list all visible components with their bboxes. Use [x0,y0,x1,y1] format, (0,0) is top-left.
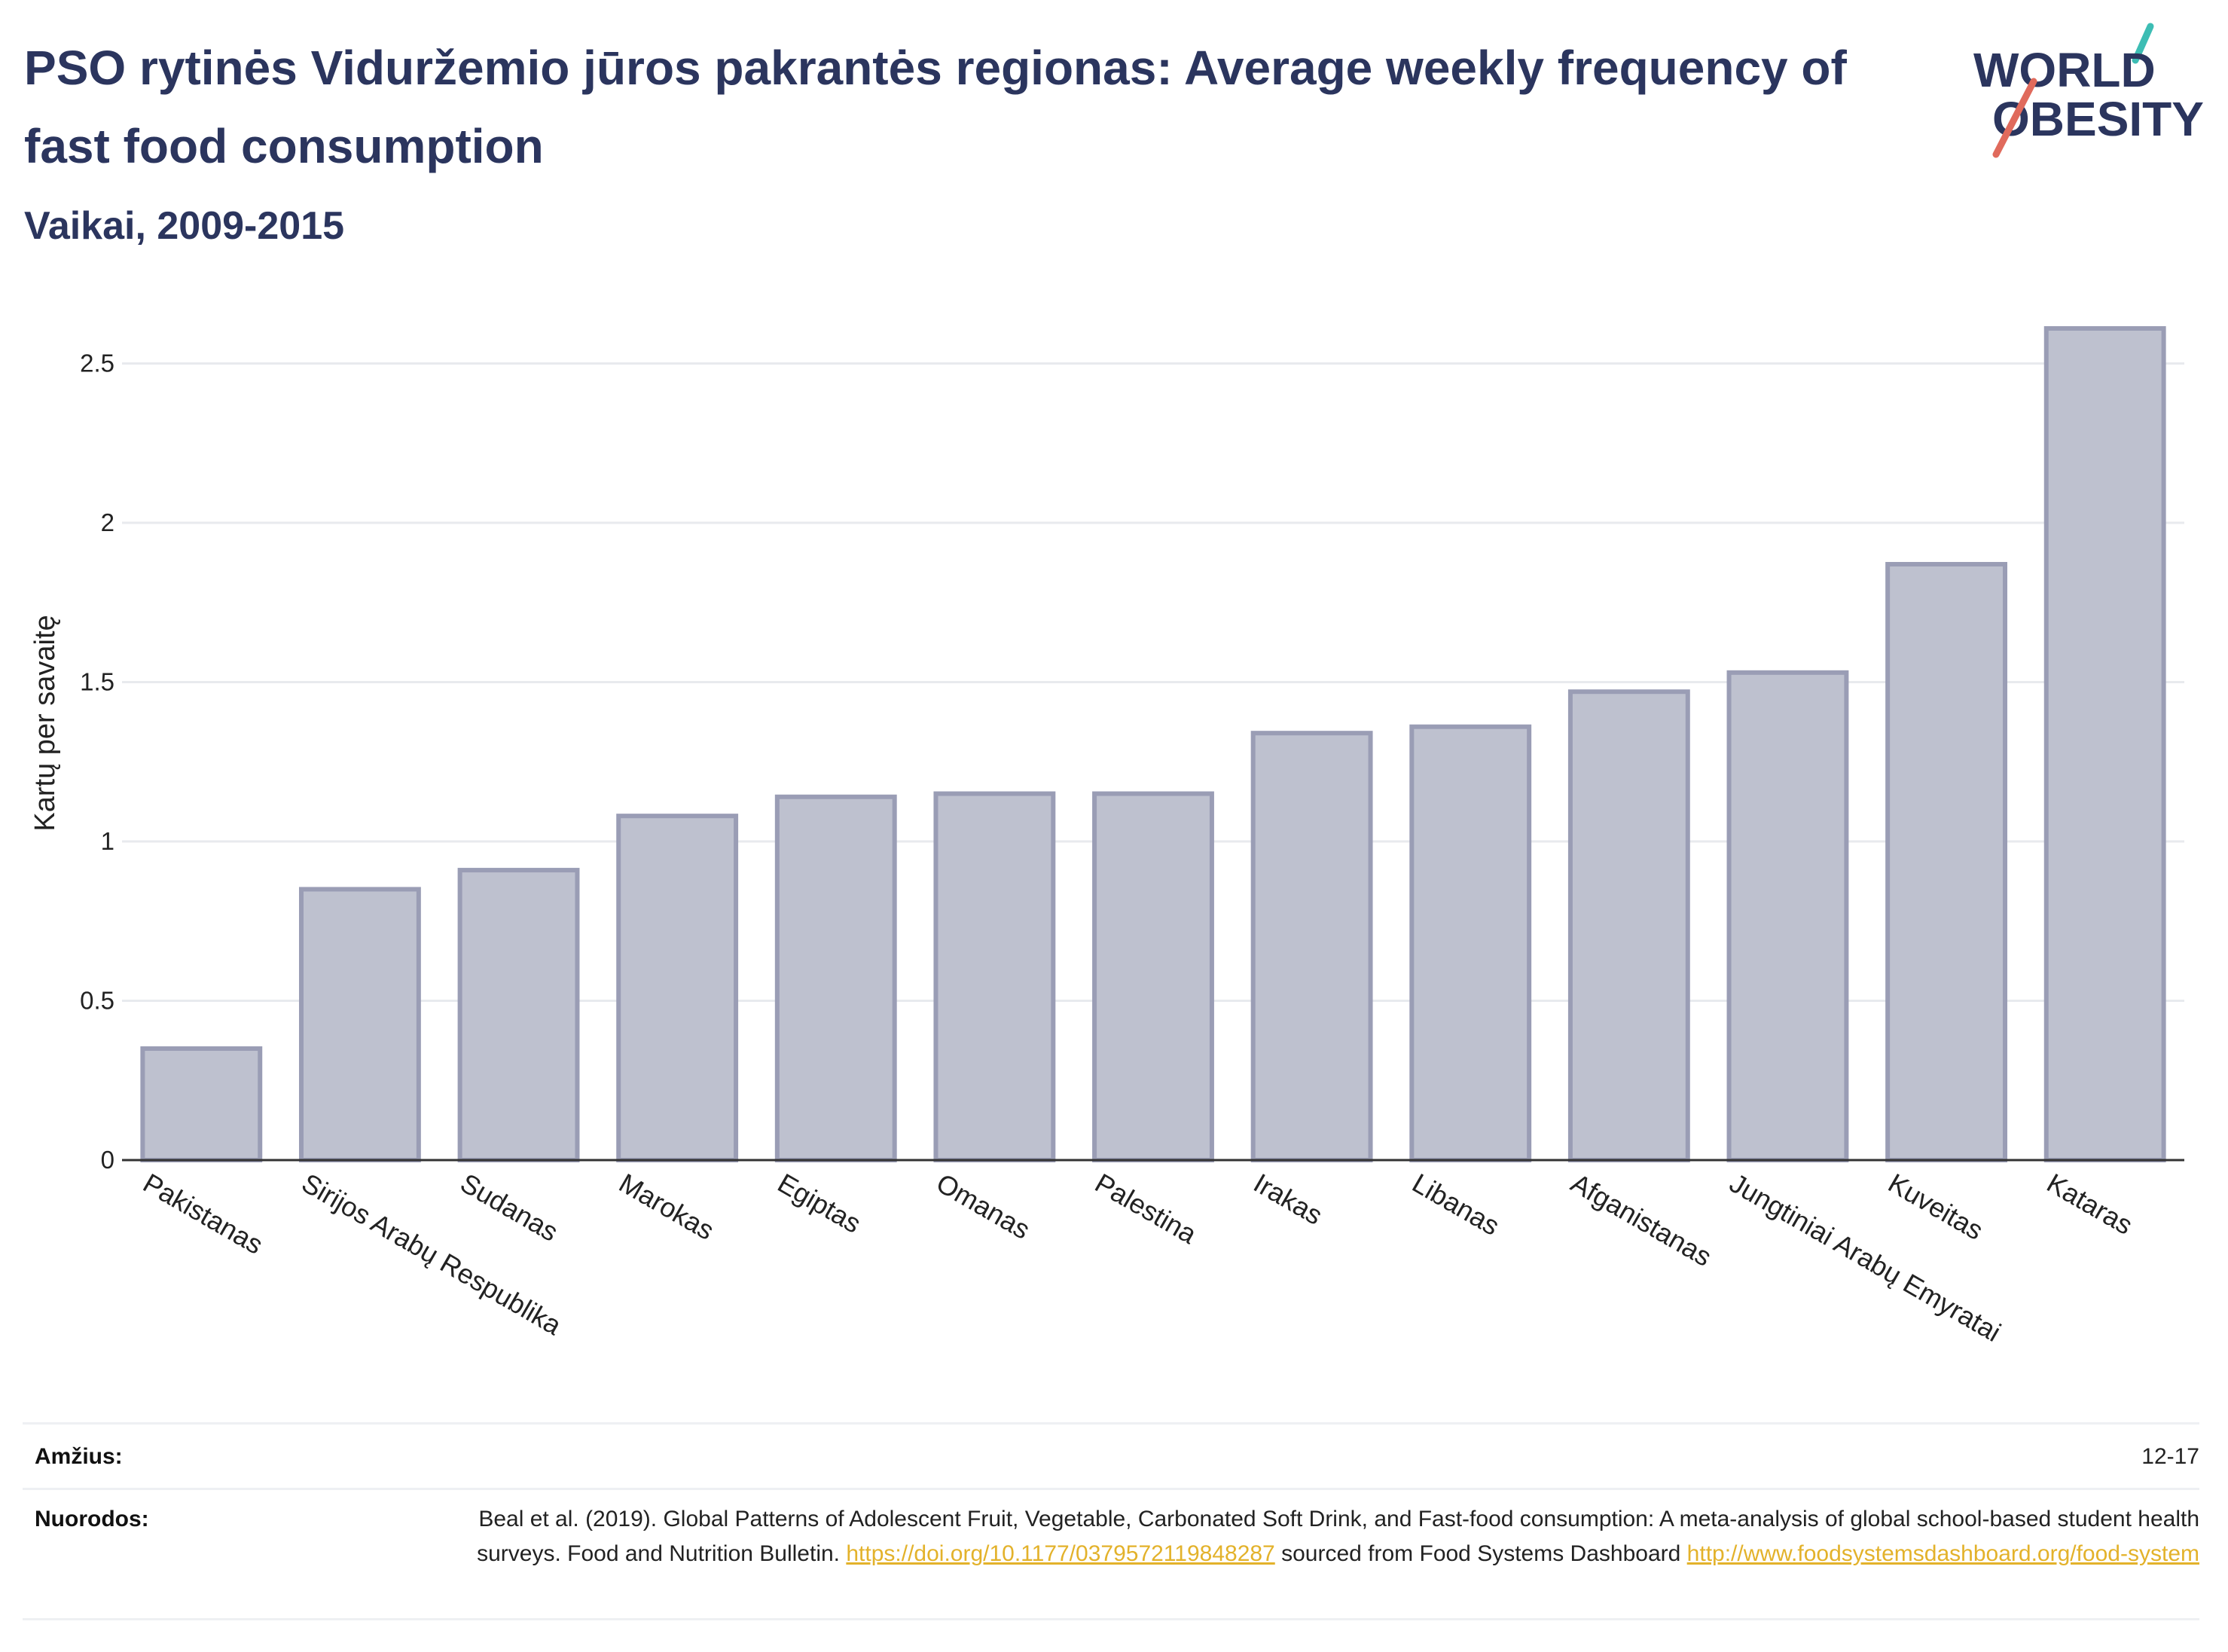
age-label: Amžius: [35,1444,123,1469]
bar-chart: 0 0.5 1 1.5 2 2.5 Pakistanas Sirijos Arabų Resp… [29,325,2184,1348]
y-tick-label: 0 [101,1146,114,1174]
bar [2043,325,2166,1163]
bar [1567,689,1690,1162]
y-tick-label: 2 [101,508,114,536]
bar [457,868,580,1162]
x-tick-label: Marokas [614,1167,719,1246]
bar [616,814,739,1162]
y-axis-title: Kartų per savaitę [29,615,61,831]
x-tick-label: Jungtiniai Arabų Emyratai [1724,1167,2006,1348]
bar [774,794,897,1163]
age-row: Amžius: 12-17 [23,1425,2199,1488]
x-tick-label: Palestina [1090,1167,1203,1250]
logo-word-bottom: OBESITY [1992,92,2204,146]
x-tick-label: Kuveitas [1883,1167,1988,1246]
chart-title: PSO rytinės Viduržemio jūros pakrantės r… [24,41,1847,173]
refs-row: Nuorodos: Beal et al. (2019). Global Pat… [23,1488,2199,1618]
refs-value: Beal et al. (2019). Global Patterns of A… [467,1502,2199,1571]
age-value: 12-17 [2141,1444,2199,1469]
refs-text-2: sourced from Food Systems Dashboard [1281,1541,1681,1566]
logo-word-top: WORLD [1973,43,2156,97]
y-tick-label: 2.5 [80,350,114,377]
bar [1409,724,1532,1162]
bar [140,1046,263,1163]
x-tick-label: Libanas [1407,1167,1505,1241]
y-tick-label: 1 [101,827,114,855]
food-systems-link[interactable]: http://www.foodsystemsdashboard.org/food… [1686,1541,2199,1566]
world-obesity-logo: WORLD OBESITY [1973,23,2204,158]
x-tick-label: Egiptas [773,1167,866,1239]
refs-label: Nuorodos: [35,1507,149,1531]
doi-link[interactable]: https://doi.org/10.1177/0379572119848287 [846,1541,1275,1566]
footer-meta: Amžius: 12-17 Nuorodos: Beal et al. (201… [23,1422,2199,1620]
x-tick-label: Kataras [2042,1167,2138,1241]
x-tick-label: Irakas [1249,1167,1328,1231]
chart-subtitle: Vaikai, 2009-2015 [24,204,345,248]
bar [298,887,421,1162]
y-tick-label: 0.5 [80,987,114,1015]
bar [1885,561,2008,1162]
bar [1250,731,1373,1162]
x-tick-label: Pakistanas [138,1167,268,1260]
footer-bottom-rule [23,1618,2199,1620]
x-tick-label: Sirijos Arabų Respublika [297,1167,567,1341]
x-tick-label: Sudanas [456,1167,564,1247]
bar [1092,791,1214,1162]
bar [1726,670,1849,1162]
bar [933,791,1056,1162]
x-tick-label: Omanas [931,1167,1035,1245]
refs-text-1: Beal et al. (2019). Global Patterns of A… [477,1507,2199,1566]
x-tick-label: Afganistanas [1566,1167,1717,1272]
y-tick-label: 1.5 [80,668,114,696]
